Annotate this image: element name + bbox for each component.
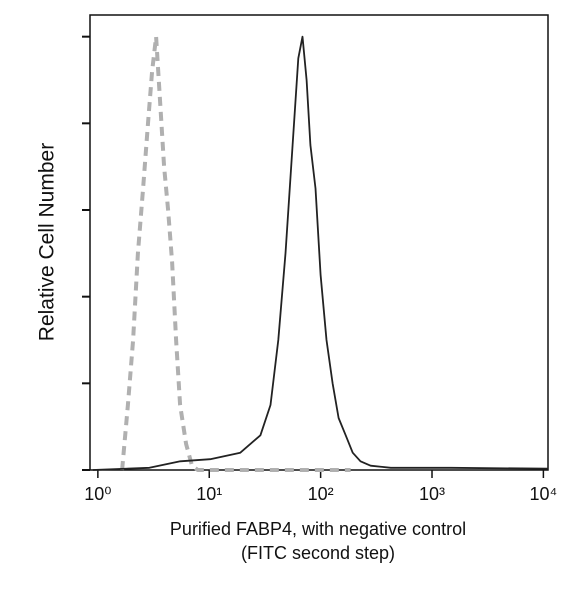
x-tick-label: 10⁴ bbox=[530, 484, 558, 504]
x-axis-label: Purified FABP4, with negative control bbox=[170, 519, 466, 539]
x-tick-label: 10³ bbox=[419, 484, 445, 504]
x-axis-label: (FITC second step) bbox=[241, 543, 395, 563]
x-tick-label: 10² bbox=[308, 484, 334, 504]
x-tick-label: 10⁰ bbox=[84, 484, 111, 504]
histogram-line bbox=[92, 35, 549, 471]
histogram-line bbox=[120, 34, 351, 472]
y-axis-label: Relative Cell Number bbox=[36, 143, 59, 341]
x-tick-label: 10¹ bbox=[196, 484, 222, 504]
